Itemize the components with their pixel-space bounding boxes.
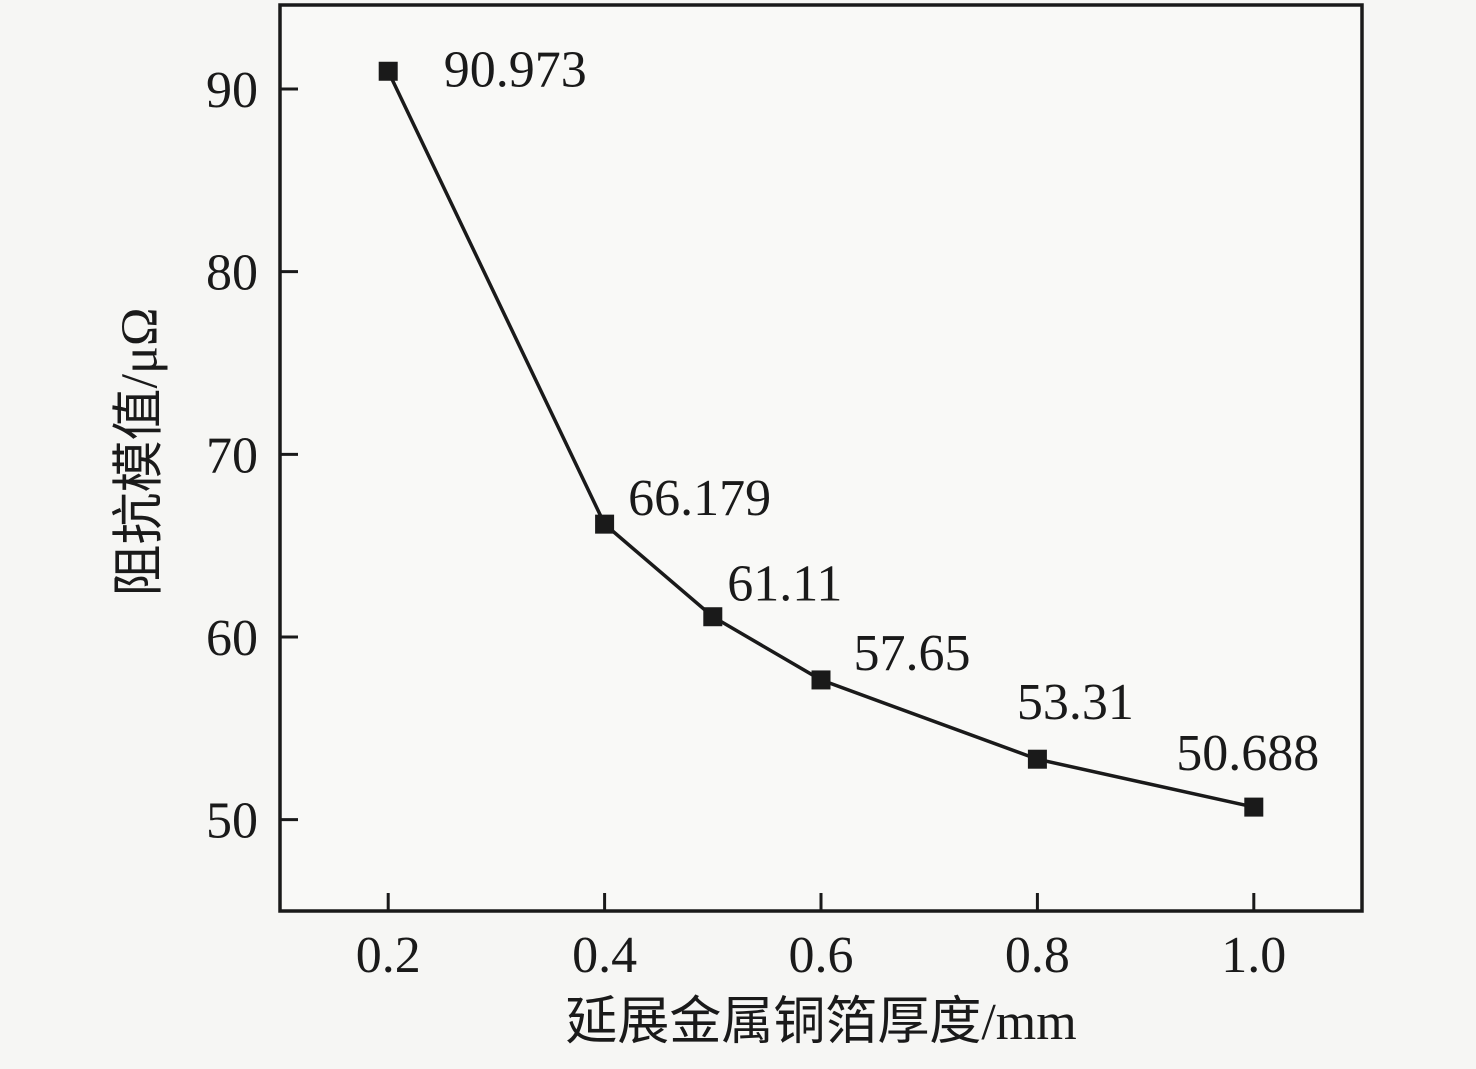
data-point-label: 50.688 [1176, 725, 1319, 782]
x-tick-label: 1.0 [1221, 927, 1286, 984]
data-point-marker [595, 514, 615, 534]
data-point-label: 90.973 [444, 41, 587, 98]
data-point-label: 66.179 [628, 470, 771, 527]
y-tick-label: 50 [206, 793, 258, 850]
y-axis-title: 阻抗模值/μΩ [111, 307, 169, 597]
data-point-label: 57.65 [854, 625, 971, 682]
data-point-marker [1027, 749, 1047, 769]
data-point-label: 61.11 [727, 556, 842, 613]
series-line [386, 70, 1255, 809]
x-tick-label: 0.2 [356, 927, 421, 984]
data-point-label: 53.31 [1017, 674, 1134, 731]
x-tick-label: 0.6 [789, 927, 854, 984]
data-point-marker [703, 607, 723, 627]
y-tick-label: 60 [206, 610, 258, 667]
x-tick-label: 0.4 [572, 927, 637, 984]
x-axis-title: 延展金属铜箔厚度/mm [565, 994, 1077, 1051]
y-tick-label: 70 [206, 427, 258, 484]
y-tick-label: 80 [206, 245, 258, 302]
x-tick-label: 0.8 [1005, 927, 1070, 984]
plot-area [278, 3, 1364, 913]
y-tick-label: 90 [206, 62, 258, 119]
data-point-marker [378, 61, 398, 81]
data-point-marker [1244, 797, 1264, 817]
data-point-marker [811, 670, 831, 690]
